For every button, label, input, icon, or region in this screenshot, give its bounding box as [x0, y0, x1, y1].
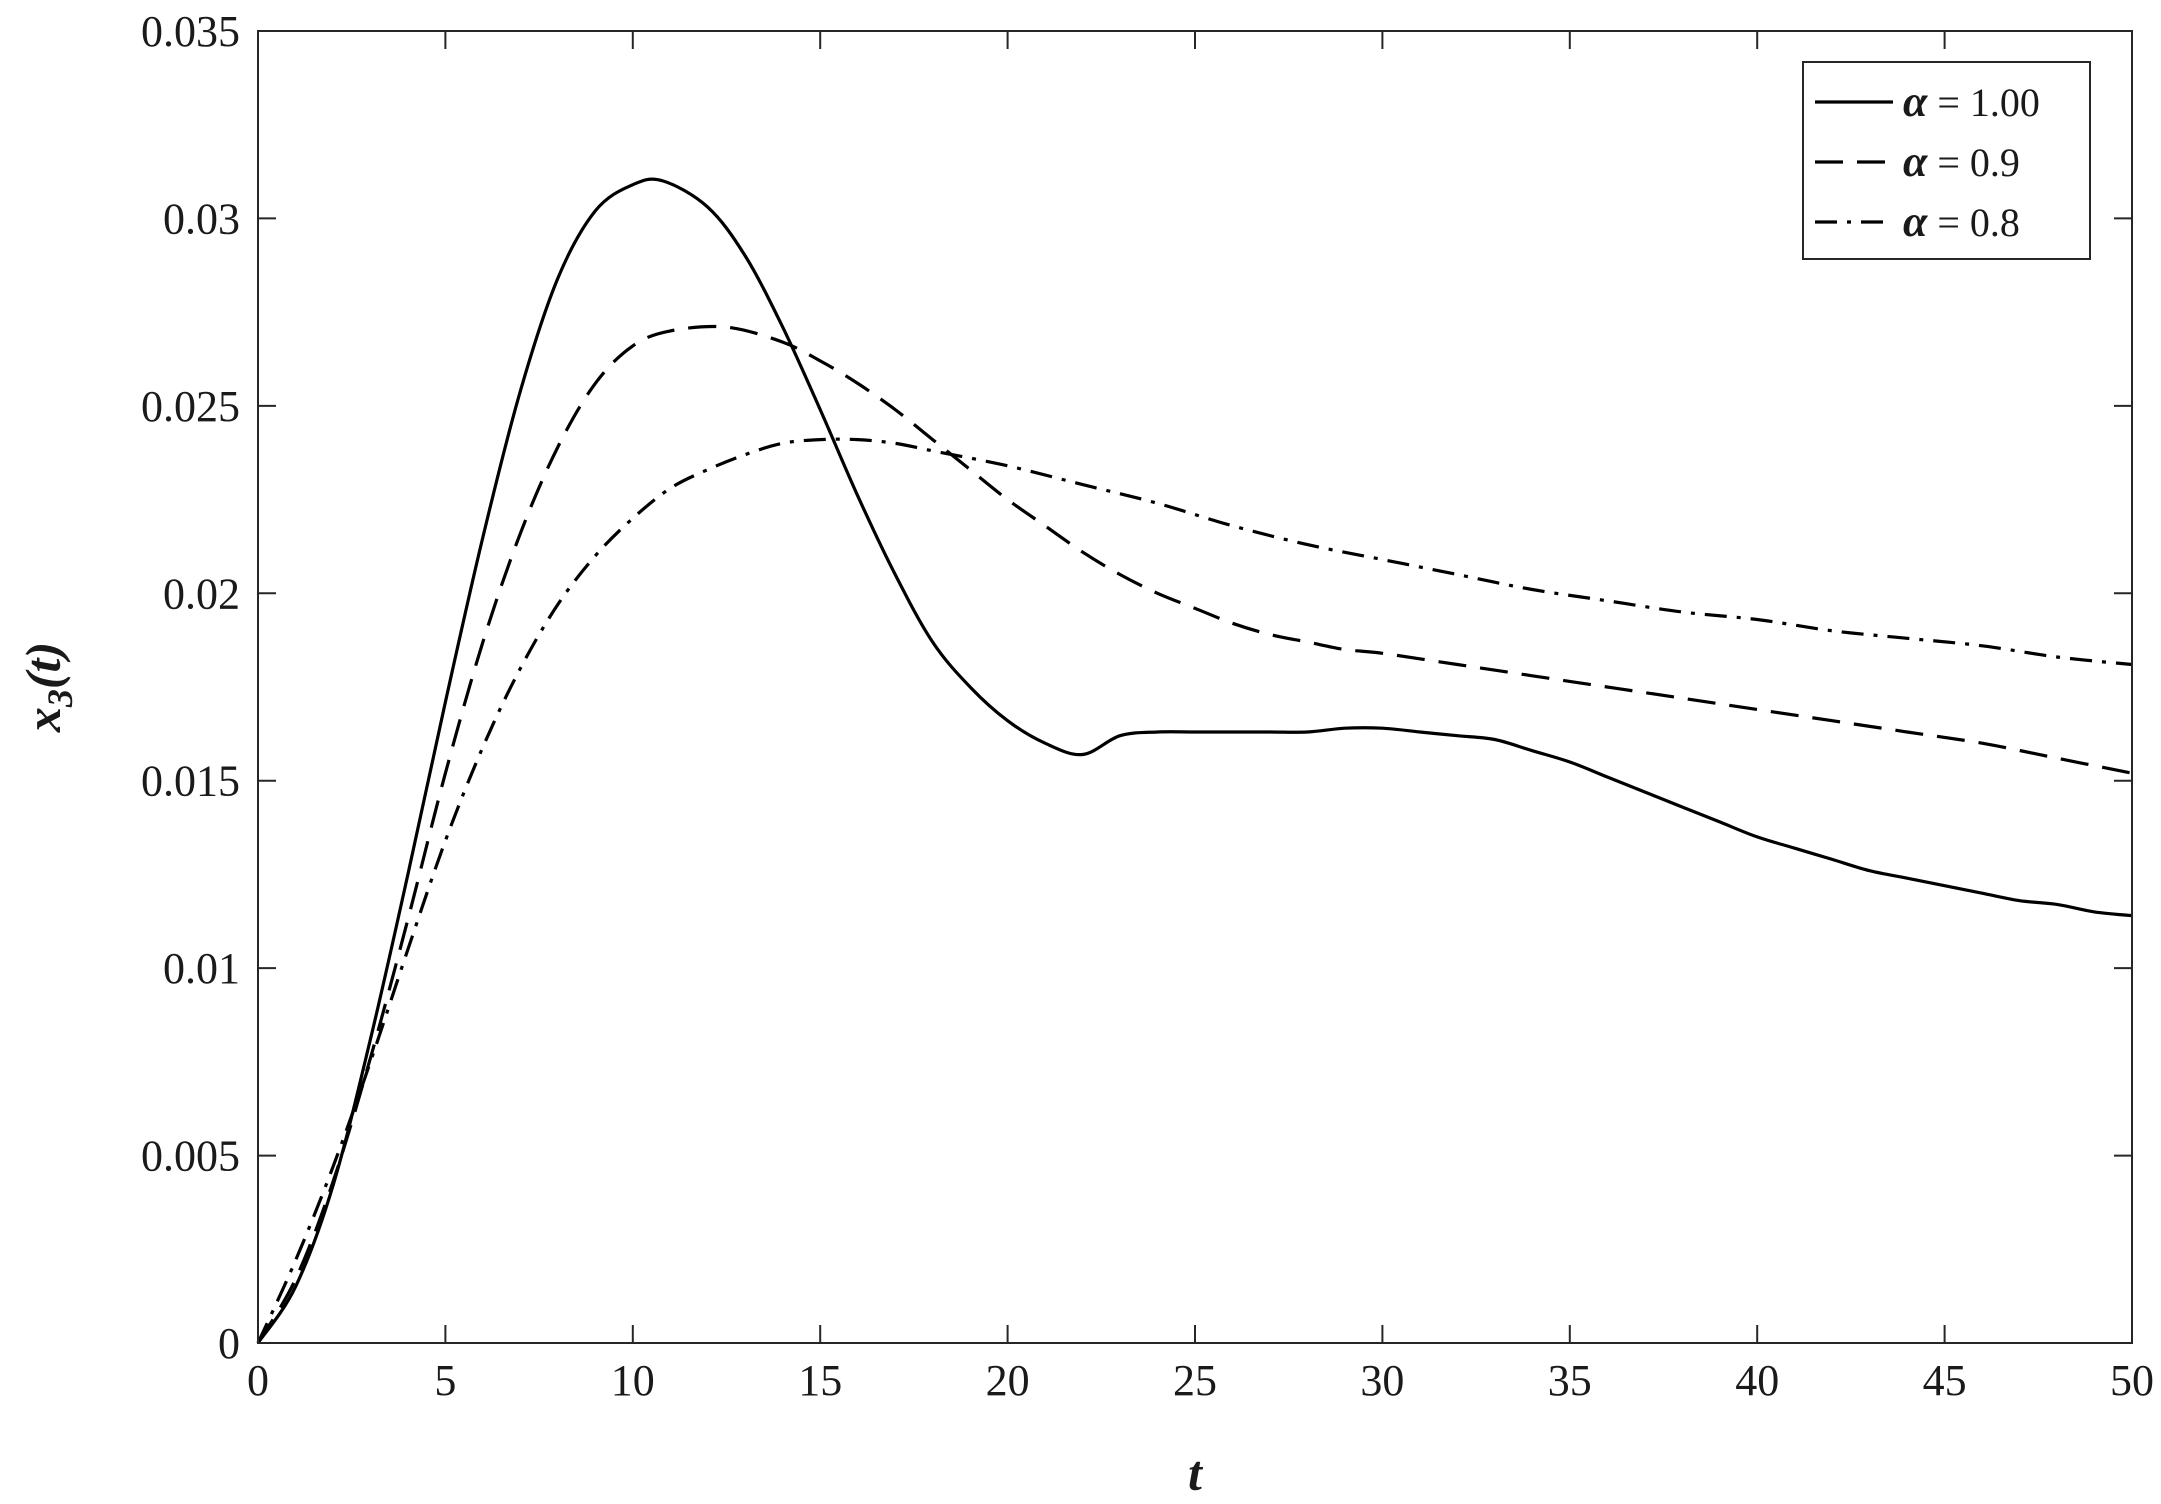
- x-tick-label: 0: [247, 1356, 269, 1405]
- y-tick-label: 0.02: [163, 569, 240, 618]
- y-axis-title-suffix: (t): [15, 642, 71, 689]
- legend: α = 1.00α = 0.9α = 0.8: [1802, 61, 2091, 260]
- y-tick-label: 0.005: [141, 1132, 240, 1181]
- legend-alpha-symbol: α: [1903, 77, 1928, 126]
- series-2-line: [256, 324, 2133, 1344]
- legend-label-2: α = 0.9: [1903, 137, 2020, 186]
- x-tick-label: 5: [434, 1356, 456, 1405]
- legend-box: [1802, 61, 2091, 260]
- x-tick-label: 40: [1735, 1356, 1779, 1405]
- legend-alpha-value: = 0.8: [1937, 200, 2020, 245]
- x-tick-label: 20: [986, 1356, 1030, 1405]
- y-tick-label: 0: [218, 1319, 240, 1368]
- legend-alpha-value: = 1.00: [1937, 80, 2040, 125]
- legend-alpha-symbol: α: [1903, 137, 1928, 186]
- ticks-layer: [257, 30, 2133, 1344]
- x-tick-label: 30: [1360, 1356, 1404, 1405]
- series-1-line: [256, 177, 2133, 1344]
- legend-entries: α = 1.00α = 0.9α = 0.8: [1815, 77, 2040, 246]
- x-tick-label: 25: [1173, 1356, 1217, 1405]
- x-tick-label: 45: [1923, 1356, 1967, 1405]
- x-axis-title: t: [1188, 1445, 1204, 1501]
- tick-labels-layer: 0 5 10 15 20 25 30 35 40 45 50 0 0.005 0.01 0.015 0.02 0…: [141, 7, 2154, 1405]
- y-tick-label: 0.025: [141, 382, 240, 431]
- x-tick-label: 15: [798, 1356, 842, 1405]
- y-tick-label: 0.035: [141, 7, 240, 56]
- y-tick-label: 0.015: [141, 757, 240, 806]
- legend-alpha-value: = 0.9: [1937, 140, 2020, 185]
- legend-label-1: α = 1.00: [1903, 77, 2040, 126]
- x-tick-label: 10: [611, 1356, 655, 1405]
- x-tick-label: 50: [2110, 1356, 2154, 1405]
- y-axis-title-base: x: [15, 707, 71, 733]
- curves-layer: [256, 177, 2133, 1344]
- y-axis-title: x3(t): [15, 642, 80, 733]
- x-tick-label: 35: [1548, 1356, 1592, 1405]
- legend-label-3: α = 0.8: [1903, 197, 2020, 246]
- y-tick-label: 0.01: [163, 944, 240, 993]
- legend-alpha-symbol: α: [1903, 197, 1928, 246]
- y-axis-title-subscript: 3: [40, 689, 80, 708]
- y-tick-label: 0.03: [163, 194, 240, 243]
